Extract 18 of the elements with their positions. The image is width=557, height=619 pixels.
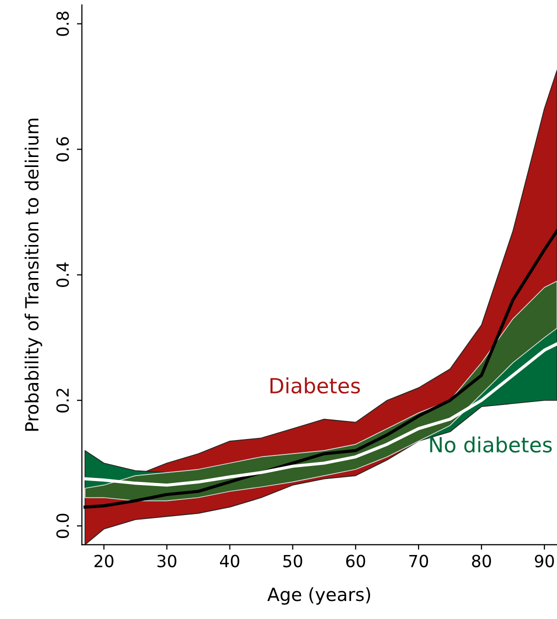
x-tick-label: 50 (283, 554, 302, 568)
x-axis-title: Age (years) (267, 587, 370, 605)
y-tick-label: 0.0 (56, 514, 69, 538)
y-tick-label: 0.6 (56, 137, 69, 162)
x-tick-label: 60 (346, 554, 366, 568)
line-series (83, 342, 557, 487)
y-axis-title: Probability of Transition to delirium (24, 118, 42, 431)
y-tick-label: 0.4 (56, 262, 69, 287)
x-tick-label: 20 (94, 554, 114, 568)
x-tick-label: 30 (158, 554, 176, 568)
y-tick-label: 0.2 (56, 388, 69, 413)
x-tick-label: 40 (220, 554, 240, 568)
x-tick-label: 80 (472, 554, 491, 568)
x-tick-label: 90 (534, 554, 554, 568)
series-label: No diabetes (430, 436, 552, 453)
y-tick-label: 0.8 (56, 12, 69, 36)
text: Diabetes (270, 377, 360, 394)
x-tick-label: 70 (409, 554, 428, 568)
